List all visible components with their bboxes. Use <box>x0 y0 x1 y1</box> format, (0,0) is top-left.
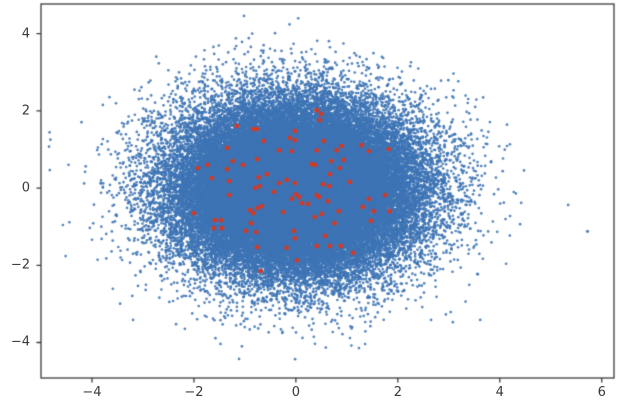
y-tick-label: 4 <box>21 26 30 42</box>
x-tick-label: 0 <box>291 385 301 400</box>
x-tick-label: −4 <box>82 385 102 400</box>
x-tick-label: 6 <box>597 385 606 400</box>
y-tick-label: −4 <box>10 334 30 350</box>
y-tick-label: −2 <box>10 257 30 273</box>
x-tick-label: 4 <box>495 385 504 400</box>
y-tick-label: 2 <box>21 103 30 119</box>
x-tick-label: 2 <box>393 385 402 400</box>
x-tick-label: −2 <box>184 385 204 400</box>
y-tick-label: 0 <box>21 180 30 196</box>
